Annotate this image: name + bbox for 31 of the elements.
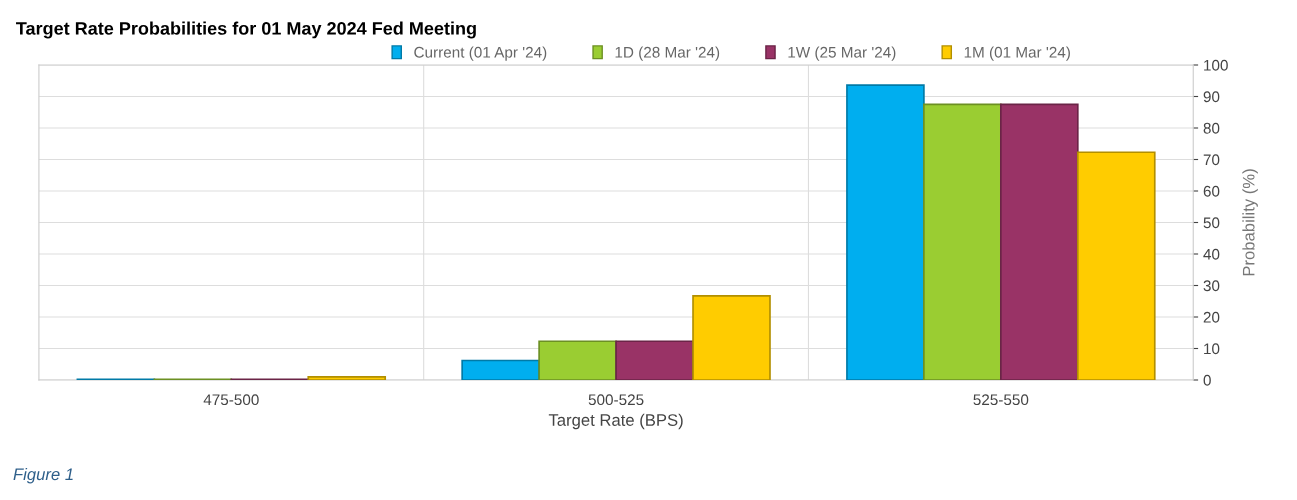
y-tick-label: 100 [1204, 59, 1228, 71]
chart-title: Target Rate Probabilities for 01 May 2024 Fed Meeting [16, 21, 476, 39]
bar [1000, 103, 1079, 380]
bar [1076, 151, 1156, 380]
bar [846, 84, 925, 380]
x-tick-label: 500-525 [588, 394, 644, 406]
bar [307, 376, 387, 380]
y-tick-label: 50 [1203, 217, 1220, 229]
x-tick-label: 475-500 [203, 394, 259, 406]
y-tick-label: 80 [1203, 122, 1220, 134]
y-tick-label: 90 [1203, 91, 1220, 103]
x-axis-title: Target Rate (BPS) [548, 413, 683, 430]
legend-label: 1W (25 Mar '24) [788, 46, 896, 61]
y-tick-label: 20 [1203, 311, 1220, 323]
x-tick-label: 525-550 [973, 394, 1029, 406]
y-tick-label: 30 [1203, 280, 1220, 292]
bar [923, 103, 1002, 380]
bar [692, 295, 771, 380]
legend-label: 1M (01 Mar '24) [964, 46, 1070, 61]
bar [538, 340, 617, 380]
y-tick-label: 70 [1203, 154, 1220, 166]
y-tick-label: 60 [1203, 185, 1220, 197]
bar [461, 359, 540, 380]
y-tick-label: 10 [1204, 343, 1220, 355]
y-tick-label: 40 [1203, 248, 1220, 260]
caption: Figure 1 [13, 467, 73, 484]
bar [615, 340, 694, 380]
legend-label: 1D (28 Mar '24) [615, 46, 720, 61]
legend-label: Current (01 Apr '24) [414, 46, 547, 61]
y-axis-title: Probability (%) [1242, 169, 1258, 276]
y-tick-label: 0 [1203, 374, 1211, 386]
